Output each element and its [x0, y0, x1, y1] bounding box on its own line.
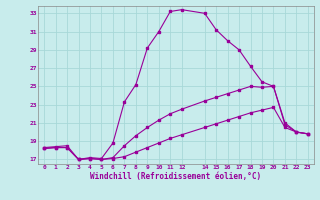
X-axis label: Windchill (Refroidissement éolien,°C): Windchill (Refroidissement éolien,°C) — [91, 172, 261, 181]
